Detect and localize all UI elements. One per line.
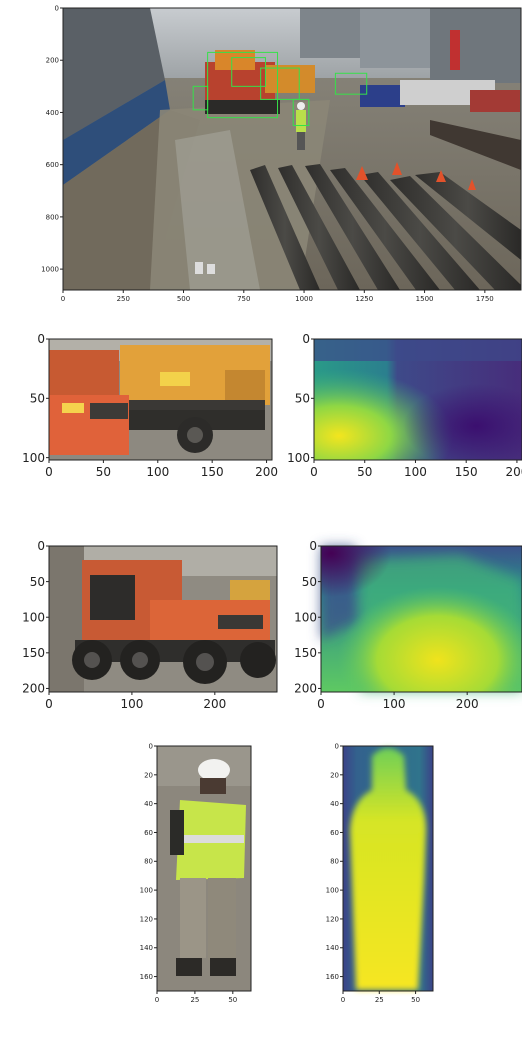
crop-1-ytick-label: 0: [37, 332, 45, 346]
crop-1-xtick-label: 0: [45, 465, 53, 479]
detection-box-vehicle: [260, 67, 300, 100]
crop-1-depth-frame: [313, 338, 522, 461]
crop-1-xtick-label: 50: [96, 465, 111, 479]
crop-1-depth-ytick-label: 100: [287, 451, 310, 465]
crop-3-depth-xtick-label: 50: [411, 996, 420, 1004]
crop-3-xtick-label: 25: [190, 996, 199, 1004]
scene-image: [63, 8, 521, 290]
crop-3-ytick-label: 120: [140, 915, 153, 923]
detection-box-worker: [192, 85, 209, 111]
crop-2-depth-ytick-label: 200: [294, 682, 317, 696]
crop-1-ytick-label: 100: [22, 451, 45, 465]
crop-1-depth-xtick-label: 100: [404, 465, 427, 479]
scene-xtick-label: 1250: [355, 295, 373, 303]
crop-1-depth-map: [314, 339, 522, 460]
crop-3-ytick-label: 160: [140, 973, 153, 981]
crop-1-xtick-label: 150: [201, 465, 224, 479]
detection-box-vehicle: [231, 57, 266, 87]
crop-1-frame: [48, 338, 273, 461]
crop-1-depth-xtick-label: 150: [455, 465, 478, 479]
crop-1-xtick-label: 200: [255, 465, 278, 479]
crop-3-depth-ytick-label: 140: [326, 944, 339, 952]
crop-2-depth-xtick-label: 100: [383, 697, 406, 711]
crop-2-image: [49, 546, 277, 692]
scene-ytick-label: 0: [55, 4, 59, 12]
crop-2-ytick-label: 50: [30, 575, 45, 589]
crop-3-depth-xtick-label: 25: [375, 996, 384, 1004]
scene-ytick-label: 600: [46, 161, 59, 169]
crop-1-depth-xtick-label: 50: [357, 465, 372, 479]
crop-3-depth-ytick-label: 20: [330, 771, 339, 779]
crop-2-frame: [48, 545, 278, 693]
crop-2-ytick-label: 200: [22, 682, 45, 696]
crop-2-ytick-label: 0: [37, 539, 45, 553]
scene-xtick-label: 500: [177, 295, 190, 303]
crop-3-ytick-label: 20: [144, 771, 153, 779]
crop-1-depth-xtick-label: 200: [505, 465, 522, 479]
crop-3-ytick-label: 0: [149, 742, 153, 750]
crop-1-depth-xtick-label: 0: [310, 465, 318, 479]
crop-3-frame: [156, 745, 252, 992]
crop-3-ytick-label: 60: [144, 829, 153, 837]
scene-xtick-label: 1500: [416, 295, 434, 303]
crop-3-depth-ytick-label: 160: [326, 973, 339, 981]
crop-3-depth-axes: 0 25 50 0 20 40 60 80 100 120 140 160: [326, 742, 434, 1004]
crop-3-image: [157, 746, 251, 991]
crop-2-depth-ytick-label: 0: [309, 539, 317, 553]
scene-xtick-label: 250: [117, 295, 130, 303]
detection-box-worker: [292, 98, 310, 126]
scene-frame: [62, 7, 522, 291]
crop-2-depth-ytick-label: 50: [302, 575, 317, 589]
scene-xtick-label: 1000: [295, 295, 313, 303]
scene-axes: 0 250 500 750 1000 1250 1500 1750 0 200 400 600 800 1…: [41, 4, 522, 303]
crop-3-ytick-label: 40: [144, 800, 153, 808]
scene-ytick-label: 400: [46, 109, 59, 117]
scene-xtick-label: 750: [237, 295, 250, 303]
crop-3-depth-ytick-label: 120: [326, 915, 339, 923]
crop-3-depth-ytick-label: 0: [335, 742, 339, 750]
scene-xtick-label: 0: [61, 295, 65, 303]
crop-1-image: [49, 339, 272, 460]
crop-2-ytick-label: 150: [22, 646, 45, 660]
crop-3-depth-ytick-label: 40: [330, 800, 339, 808]
crop-3-depth-ytick-label: 80: [330, 858, 339, 866]
detection-boxes: [192, 51, 368, 126]
crop-3-depth-map: [343, 746, 433, 991]
crop-2-ytick-label: 100: [22, 610, 45, 624]
crop-1-ytick-label: 50: [30, 392, 45, 406]
crop-3-ytick-label: 100: [140, 887, 153, 895]
scene-xtick-label: 1750: [476, 295, 494, 303]
crop-1-xtick-label: 100: [146, 465, 169, 479]
crop-3-depth-xtick-label: 0: [341, 996, 345, 1004]
crop-1-depth-ytick-label: 0: [302, 332, 310, 346]
crop-3-xtick-label: 50: [228, 996, 237, 1004]
crop-1-depth-ytick-label: 50: [295, 392, 310, 406]
crop-2-depth-map: [321, 546, 522, 692]
crop-1-axes: 0 50 100 150 200 0 50 100: [22, 332, 278, 479]
detection-box-excavator: [207, 51, 279, 119]
scene-ytick-label: 800: [46, 213, 59, 221]
crop-2-depth-xtick-label: 200: [456, 697, 479, 711]
crop-2-xtick-label: 0: [45, 697, 53, 711]
crop-2-depth-frame: [320, 545, 522, 693]
detection-box-vehicle: [334, 72, 368, 95]
crop-2-xtick-label: 100: [120, 697, 143, 711]
crop-3-depth-frame: [342, 745, 434, 992]
crop-2-xtick-label: 200: [203, 697, 226, 711]
crop-3-xtick-label: 0: [155, 996, 159, 1004]
scene-ytick-label: 200: [46, 57, 59, 65]
scene-ytick-label: 1000: [41, 266, 59, 274]
crop-3-ytick-label: 80: [144, 858, 153, 866]
crop-3-depth-ytick-label: 100: [326, 887, 339, 895]
crop-2-depth-ytick-label: 150: [294, 646, 317, 660]
crop-3-ytick-label: 140: [140, 944, 153, 952]
crop-2-depth-xtick-label: 0: [317, 697, 325, 711]
crop-3-axes: 0 25 50 0 20 40 60 80 100 120 140 160: [140, 742, 252, 1004]
crop-2-depth-ytick-label: 100: [294, 610, 317, 624]
crop-3-depth-ytick-label: 60: [330, 829, 339, 837]
crop-1-depth-axes: 0 50 100 150 200 0 50 100: [287, 332, 522, 479]
